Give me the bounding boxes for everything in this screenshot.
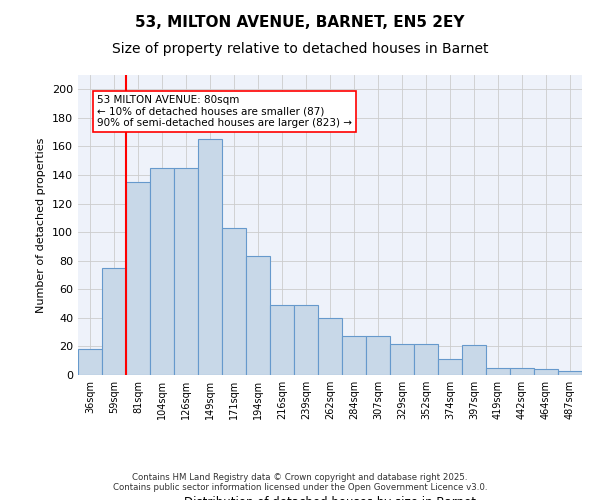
Bar xyxy=(102,268,126,375)
Bar xyxy=(414,344,438,375)
Bar xyxy=(78,350,102,375)
Bar xyxy=(126,182,150,375)
Bar xyxy=(438,360,462,375)
Bar xyxy=(558,370,582,375)
Bar xyxy=(270,305,294,375)
Bar xyxy=(366,336,390,375)
Bar xyxy=(342,336,366,375)
Text: Size of property relative to detached houses in Barnet: Size of property relative to detached ho… xyxy=(112,42,488,56)
Bar xyxy=(534,370,558,375)
Bar xyxy=(150,168,174,375)
Text: 53 MILTON AVENUE: 80sqm
← 10% of detached houses are smaller (87)
90% of semi-de: 53 MILTON AVENUE: 80sqm ← 10% of detache… xyxy=(97,95,352,128)
Bar xyxy=(486,368,510,375)
Bar xyxy=(390,344,414,375)
Bar xyxy=(246,256,270,375)
Y-axis label: Number of detached properties: Number of detached properties xyxy=(37,138,46,312)
Text: 53, MILTON AVENUE, BARNET, EN5 2EY: 53, MILTON AVENUE, BARNET, EN5 2EY xyxy=(135,15,465,30)
Bar xyxy=(510,368,534,375)
Bar xyxy=(198,140,222,375)
X-axis label: Distribution of detached houses by size in Barnet: Distribution of detached houses by size … xyxy=(184,496,476,500)
Bar xyxy=(318,318,342,375)
Bar xyxy=(294,305,318,375)
Bar xyxy=(222,228,246,375)
Bar xyxy=(462,345,486,375)
Text: Contains HM Land Registry data © Crown copyright and database right 2025.
Contai: Contains HM Land Registry data © Crown c… xyxy=(113,473,487,492)
Bar xyxy=(174,168,198,375)
